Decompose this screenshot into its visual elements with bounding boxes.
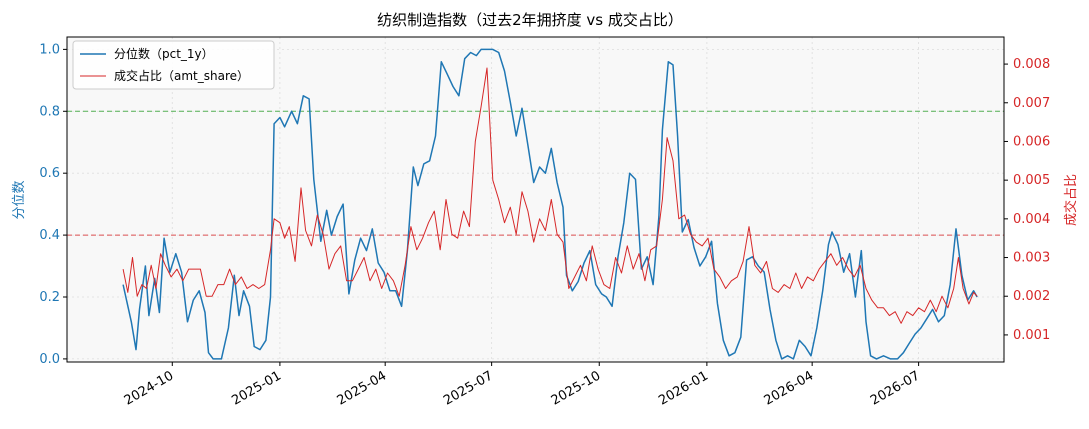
y-tick-label-left-2: 0.4 — [39, 228, 60, 243]
x-tick-label-1: 2025-01 — [229, 368, 284, 408]
series-line-pct — [122, 48, 978, 360]
y-tick-label-right-3: 0.004 — [1013, 212, 1050, 227]
y-tick-label-right-5: 0.006 — [1013, 134, 1050, 149]
y-axis-right-label: 成交占比 — [1063, 174, 1079, 226]
legend: 分位数（pct_1y） 成交占比（amt_share） — [72, 40, 275, 90]
y-tick-label-left-1: 0.2 — [39, 290, 60, 305]
legend-box — [72, 40, 275, 90]
y-axis-left: 0.0 0.2 0.4 0.6 0.8 1.0 — [39, 42, 67, 367]
y-tick-label-right-4: 0.005 — [1013, 173, 1050, 188]
series-line-amt — [122, 67, 978, 324]
y-tick-label-left-4: 0.8 — [39, 104, 60, 119]
x-tick-label-4: 2025-10 — [549, 368, 604, 408]
x-tick-label-2: 2025-04 — [335, 368, 390, 408]
y-axis-right: 0.001 0.002 0.003 0.004 0.005 0.006 0.007 0.008 — [1004, 57, 1050, 343]
x-tick-label-7: 2026-07 — [868, 368, 923, 408]
x-tick-label-5: 2026-01 — [656, 368, 711, 408]
y-tick-label-left-0: 0.0 — [39, 352, 60, 367]
x-tick-label-6: 2026-04 — [762, 368, 817, 408]
y-tick-label-right-6: 0.007 — [1013, 96, 1050, 111]
y-tick-label-left-5: 1.0 — [39, 42, 60, 57]
x-tick-label-3: 2025-07 — [441, 368, 496, 408]
y-tick-label-right-7: 0.008 — [1013, 57, 1050, 72]
legend-label-pct: 分位数（pct_1y） — [114, 46, 214, 61]
y-tick-label-right-1: 0.002 — [1013, 289, 1050, 304]
chart-title: 纺织制造指数（过去2年拥挤度 vs 成交占比） — [377, 11, 683, 29]
series-lines — [122, 48, 978, 360]
y-tick-label-left-3: 0.6 — [39, 166, 60, 181]
x-tick-label-0: 2024-10 — [122, 368, 177, 408]
y-tick-label-right-2: 0.003 — [1013, 251, 1050, 266]
x-axis: 2024-10 2025-01 2025-04 2025-07 2025-10 2026-… — [122, 362, 923, 409]
plot-area — [67, 37, 1004, 362]
plot-frame — [66, 36, 1005, 363]
y-axis-left-label: 分位数 — [12, 180, 27, 219]
legend-label-amt: 成交占比（amt_share） — [114, 68, 249, 83]
y-tick-label-right-0: 0.001 — [1013, 328, 1050, 343]
